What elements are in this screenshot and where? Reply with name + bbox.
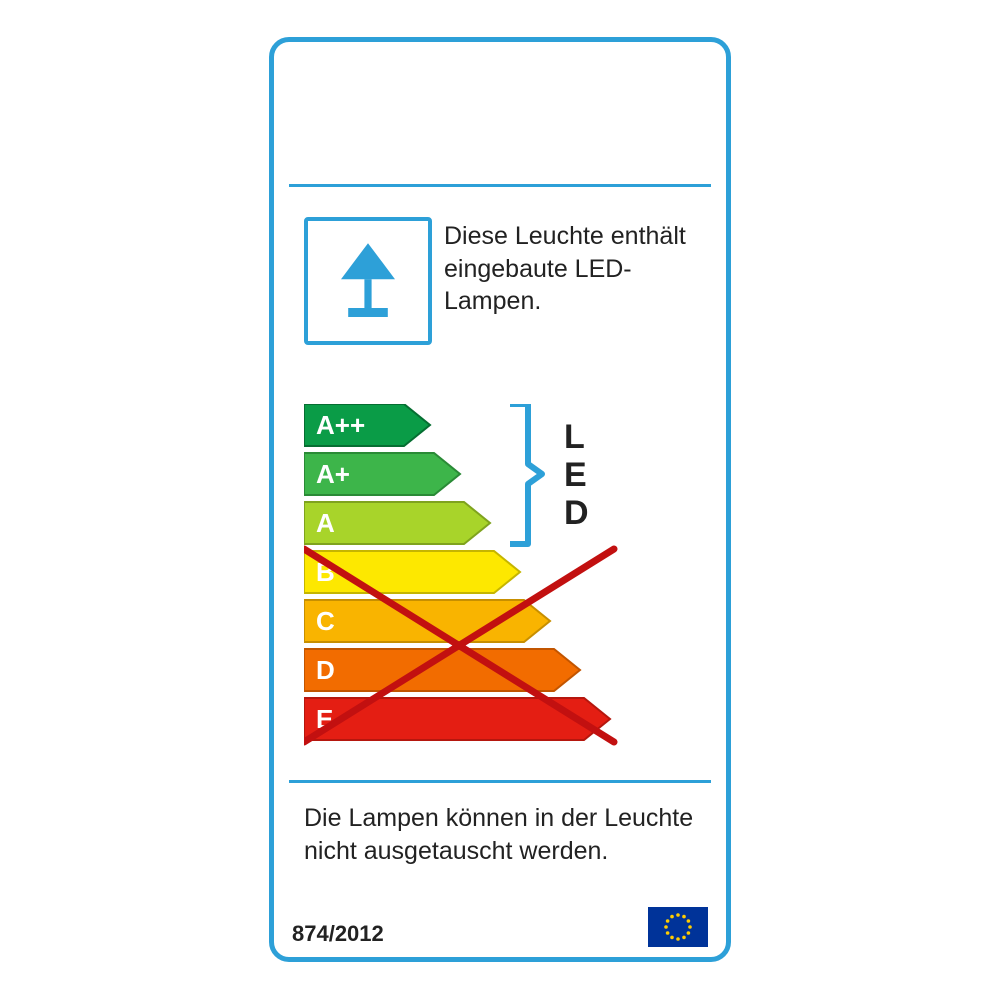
led-bracket [510, 404, 542, 544]
divider-top [289, 184, 711, 187]
svg-text:L: L [564, 418, 585, 456]
lamp-icon [323, 236, 413, 326]
svg-text:D: D [316, 655, 335, 685]
svg-text:E: E [564, 456, 587, 494]
lamp-icon-box [304, 217, 432, 345]
svg-text:D: D [564, 494, 589, 532]
divider-bottom [289, 780, 711, 783]
eu-flag [648, 907, 708, 947]
svg-text:A+: A+ [316, 459, 350, 489]
svg-text:C: C [316, 606, 335, 636]
energy-chart: A++A+ABCDELED [304, 404, 704, 754]
description-bottom: Die Lampen können in der Leuchte nicht a… [304, 802, 701, 867]
energy-bar-C [304, 600, 550, 642]
svg-text:A++: A++ [316, 410, 365, 440]
svg-text:A: A [316, 508, 335, 538]
regulation-number: 874/2012 [292, 921, 384, 947]
description-top: Diese Leuchte enthält eingebaute LED-Lam… [444, 220, 701, 318]
energy-bar-E [304, 698, 610, 740]
energy-label: Diese Leuchte enthält eingebaute LED-Lam… [269, 37, 731, 962]
